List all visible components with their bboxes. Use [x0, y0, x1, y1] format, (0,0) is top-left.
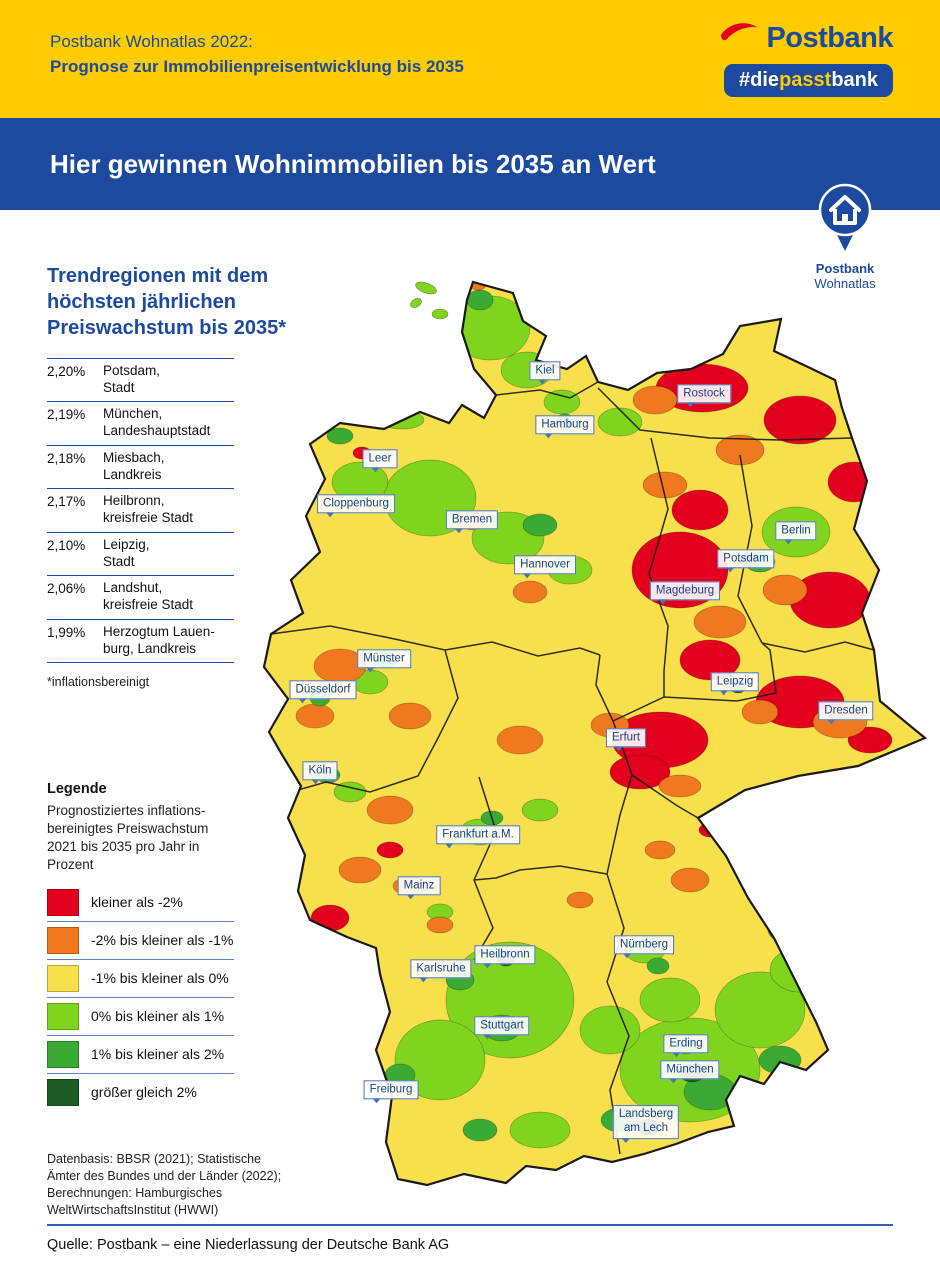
legend-item: größer gleich 2% — [47, 1072, 234, 1111]
trend-region: Potsdam, Stadt — [103, 363, 161, 395]
islands — [410, 281, 449, 320]
legend-color-swatch — [47, 1078, 79, 1106]
legend-item-label: 1% bis kleiner als 2% — [91, 1046, 225, 1063]
legend-item-label: -2% bis kleiner als -1% — [91, 932, 234, 949]
data-basis-note: Datenbasis: BBSR (2021); Statistische Äm… — [47, 1151, 282, 1217]
trend-row: 2,06% Landshut, kreisfreie Stadt — [47, 575, 234, 618]
hashtag-part-2: passt — [779, 69, 832, 91]
header: Postbank Wohnatlas 2022: Prognose zur Im… — [0, 0, 940, 118]
trend-region: München, Landeshauptstadt — [103, 406, 211, 439]
legend-item: -1% bis kleiner als 0% — [47, 958, 234, 997]
trend-region: Heilbronn, kreisfreie Stadt — [103, 493, 194, 526]
left-column: Trendregionen mit dem höchsten jährliche… — [47, 263, 299, 1219]
trend-region: Herzogtum Lauen- burg, Landkreis — [103, 623, 215, 656]
trend-percent: 2,18% — [47, 450, 86, 466]
trend-row: 2,17% Heilbronn, kreisfreie Stadt — [47, 488, 234, 531]
trend-row: 1,99% Herzogtum Lauen- burg, Landkreis — [47, 618, 234, 662]
trend-percent: 1,99% — [47, 624, 86, 640]
legend-color-swatch — [47, 964, 79, 992]
page-title: Hier gewinnen Wohnimmobilien bis 2035 an… — [50, 148, 656, 179]
postbank-logo-icon — [719, 20, 759, 57]
legend: Legende Prognostiziertes inflations-bere… — [47, 781, 299, 1110]
wohnatlas-badge-line1: Postbank — [815, 261, 875, 276]
postbank-logo-text: Postbank — [766, 22, 893, 54]
legend-color-swatch — [47, 926, 79, 954]
hashtag-badge: #diepasstbank — [724, 64, 893, 97]
trend-title: Trendregionen mit dem höchsten jährliche… — [47, 265, 287, 339]
legend-item: kleiner als -2% — [47, 884, 234, 921]
legend-item-label: -1% bis kleiner als 0% — [91, 970, 229, 987]
germany-map — [262, 280, 928, 1187]
trend-row: 2,20% Potsdam, Stadt — [47, 358, 234, 401]
wohnatlas-badge-line2: Wohnatlas — [814, 276, 876, 291]
trend-region: Miesbach, Landkreis — [103, 449, 165, 482]
legend-items: kleiner als -2% -2% bis kleiner als -1% … — [47, 884, 234, 1111]
footer-divider — [47, 1224, 893, 1226]
legend-item-label: 0% bis kleiner als 1% — [91, 1008, 225, 1025]
legend-color-swatch — [47, 1002, 79, 1030]
trend-percent: 2,20% — [47, 364, 86, 379]
trend-percent: 2,17% — [47, 494, 86, 510]
trend-row: 2,19% München, Landeshauptstadt — [47, 401, 234, 444]
legend-color-swatch — [47, 1040, 79, 1068]
location-pin-house-icon — [813, 183, 877, 259]
source-line: Quelle: Postbank – eine Niederlassung de… — [47, 1237, 450, 1253]
header-subtitle: Postbank Wohnatlas 2022: — [50, 32, 253, 51]
trend-percent: 2,06% — [47, 581, 86, 597]
wohnatlas-badge: Postbank Wohnatlas — [791, 183, 899, 291]
title-banner: Hier gewinnen Wohnimmobilien bis 2035 an… — [0, 118, 940, 210]
legend-title: Legende — [47, 781, 107, 798]
legend-color-swatch — [47, 888, 79, 916]
trend-table: 2,20% Potsdam, Stadt 2,19% München, Land… — [47, 358, 234, 664]
trend-row: 2,10% Leipzig, Stadt — [47, 531, 234, 575]
postbank-brand: Postbank #diepasstbank — [719, 20, 893, 97]
legend-description: Prognostiziertes inflations-bereinigtes … — [47, 803, 209, 872]
legend-item: -2% bis kleiner als -1% — [47, 920, 234, 959]
trend-percent: 2,10% — [47, 537, 86, 553]
trend-region: Landshut, kreisfreie Stadt — [103, 580, 194, 613]
legend-item-label: kleiner als -2% — [91, 894, 183, 911]
footnote: *inflationsbereinigt — [47, 675, 150, 690]
header-title: Prognose zur Immobilienpreisentwicklung … — [50, 57, 464, 76]
legend-item: 0% bis kleiner als 1% — [47, 996, 234, 1035]
hashtag-part-1: #die — [739, 69, 780, 91]
state-borders — [270, 381, 875, 1155]
legend-item: 1% bis kleiner als 2% — [47, 1034, 234, 1073]
hashtag-part-3: bank — [831, 69, 878, 91]
trend-row: 2,18% Miesbach, Landkreis — [47, 444, 234, 488]
header-text: Postbank Wohnatlas 2022: Prognose zur Im… — [50, 32, 464, 77]
trend-region: Leipzig, Stadt — [103, 536, 150, 569]
legend-item-label: größer gleich 2% — [91, 1084, 197, 1101]
trend-percent: 2,19% — [47, 407, 86, 423]
